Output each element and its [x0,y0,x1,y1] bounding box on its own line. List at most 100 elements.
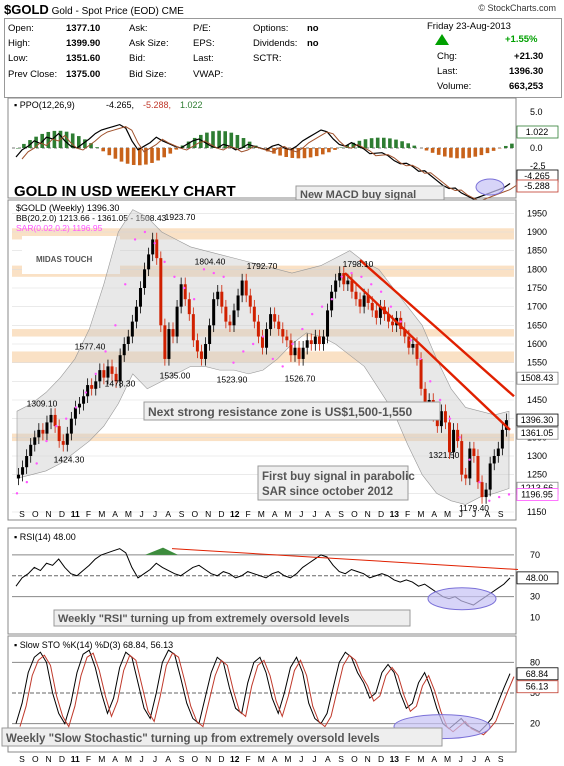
rsi-title: ▪ RSI(14) 48.00 [14,532,76,542]
chg-value: +21.30 [514,51,544,62]
ppo-hist-bar [400,141,404,148]
candle-body [143,269,147,288]
candle-body [285,336,289,341]
ppo-hist-bar [107,148,112,156]
sar-dot [478,480,481,484]
ppo-hist-bar [290,148,295,158]
sar-dot [301,327,304,331]
ppo-hist-bar [479,148,484,156]
candle-body [252,306,256,322]
sar-dot [202,268,206,271]
candle-body [289,340,293,356]
ppo-hist-bar [162,148,166,158]
x-tick-25: O [351,509,358,519]
candle-body [439,411,443,427]
sar-label: SAR(0.02,0.2) 1196.95 [16,223,103,233]
candle-body [65,433,69,445]
candle-body [370,302,374,311]
candle-body [366,295,370,303]
quote-col-1: Open: High: Low: Prev Close: [8,21,57,82]
chart-headline: GOLD IN USD WEEKLY CHART [14,183,236,200]
rsi-tick-0: 70 [530,550,540,560]
sto-x-tick-15: D [218,754,224,764]
candle-body [496,448,500,456]
price-tick-13: 1300 [527,451,547,461]
x-tick-19: A [272,509,278,519]
price-tick-7: 1600 [527,339,547,349]
sto-note: Weekly "Slow Stochastic" turning up from… [6,733,380,745]
ppo-hist-bar [70,133,75,148]
candle-body [220,291,224,307]
candle-body [460,441,464,475]
sar-dot [94,372,97,376]
candle-body [167,329,171,359]
sto-x-tick-4: 11 [71,754,80,764]
x-tick-9: J [140,509,144,519]
candle-body [358,299,362,307]
sar-dot [143,230,147,234]
ppo-hist-bar [101,148,105,152]
price-tick-1: 1900 [527,227,547,237]
sar-dot [370,283,373,286]
rsi-trend-line [171,548,519,571]
candle-body [195,340,199,352]
anchor-label: 1478.30 [105,378,136,388]
ppo-hist-bar [211,131,215,148]
anchor-label: 1523.90 [217,374,248,384]
x-tick-15: D [218,509,224,519]
sar-dot [330,298,334,301]
sto-x-tick-2: N [46,754,52,764]
sar-dot [497,495,501,499]
ppo-hist-bar [491,148,496,151]
rsi-badge: 48.00 [526,573,549,583]
ppo-tick-3: -2.5 [530,161,546,171]
candle-body [147,254,151,270]
x-tick-7: A [112,509,118,519]
vwap-label: VWAP: [193,68,224,80]
candle-body [110,366,114,374]
ppo-hist-bar [333,148,337,150]
ppo-hist-bar [64,131,69,148]
sar-dot [281,365,284,368]
options-value: no [307,23,319,34]
sto-x-tick-20: M [284,754,291,764]
sar-dot [232,361,235,364]
pct-change: +1.55% [505,34,538,45]
x-tick-29: F [405,509,410,519]
ppo-value-1: -4.265, [106,100,134,110]
sto-tick-2: 20 [530,719,540,729]
bid-label: Bid: [129,53,146,65]
bb-label: BB(20,2.0) 1213.66 - 1361.05 - 1508.43 [16,213,167,223]
candle-body [321,336,325,344]
price-tick-2: 1850 [527,246,547,256]
candle-body [134,306,138,322]
sar-dot [104,350,107,353]
x-tick-6: M [98,509,105,519]
x-tick-34: J [472,509,476,519]
sar-dot [458,436,461,439]
sto-x-tick-10: J [153,754,157,764]
sar-dot [192,298,196,301]
quote-col-3: P/E: EPS: Last: VWAP: [193,21,223,82]
ppo-hist-bar [314,148,319,157]
anchor-label: 1577.40 [75,341,106,351]
x-tick-14: N [205,509,211,519]
rsi-circle [427,587,497,611]
sar-dot [389,305,393,308]
x-tick-33: J [459,509,463,519]
ppo-hist-bar [266,148,270,152]
candle-body [452,429,456,453]
ppo-hist-bar [199,134,203,148]
sar-dot [163,260,166,264]
candle-body [338,273,342,281]
sto-x-tick-33: J [459,754,463,764]
ppo-value-3: 1.022 [180,100,203,110]
ppo-hist-bar [296,148,301,159]
anchor-label: 1179.40 [459,503,489,513]
candle-body [387,314,391,322]
candle-body [411,344,415,348]
high-value: 1399.90 [66,38,101,50]
anchor-label: 1526.70 [285,373,316,383]
candle-body [90,385,94,389]
sar-dot [419,357,422,361]
